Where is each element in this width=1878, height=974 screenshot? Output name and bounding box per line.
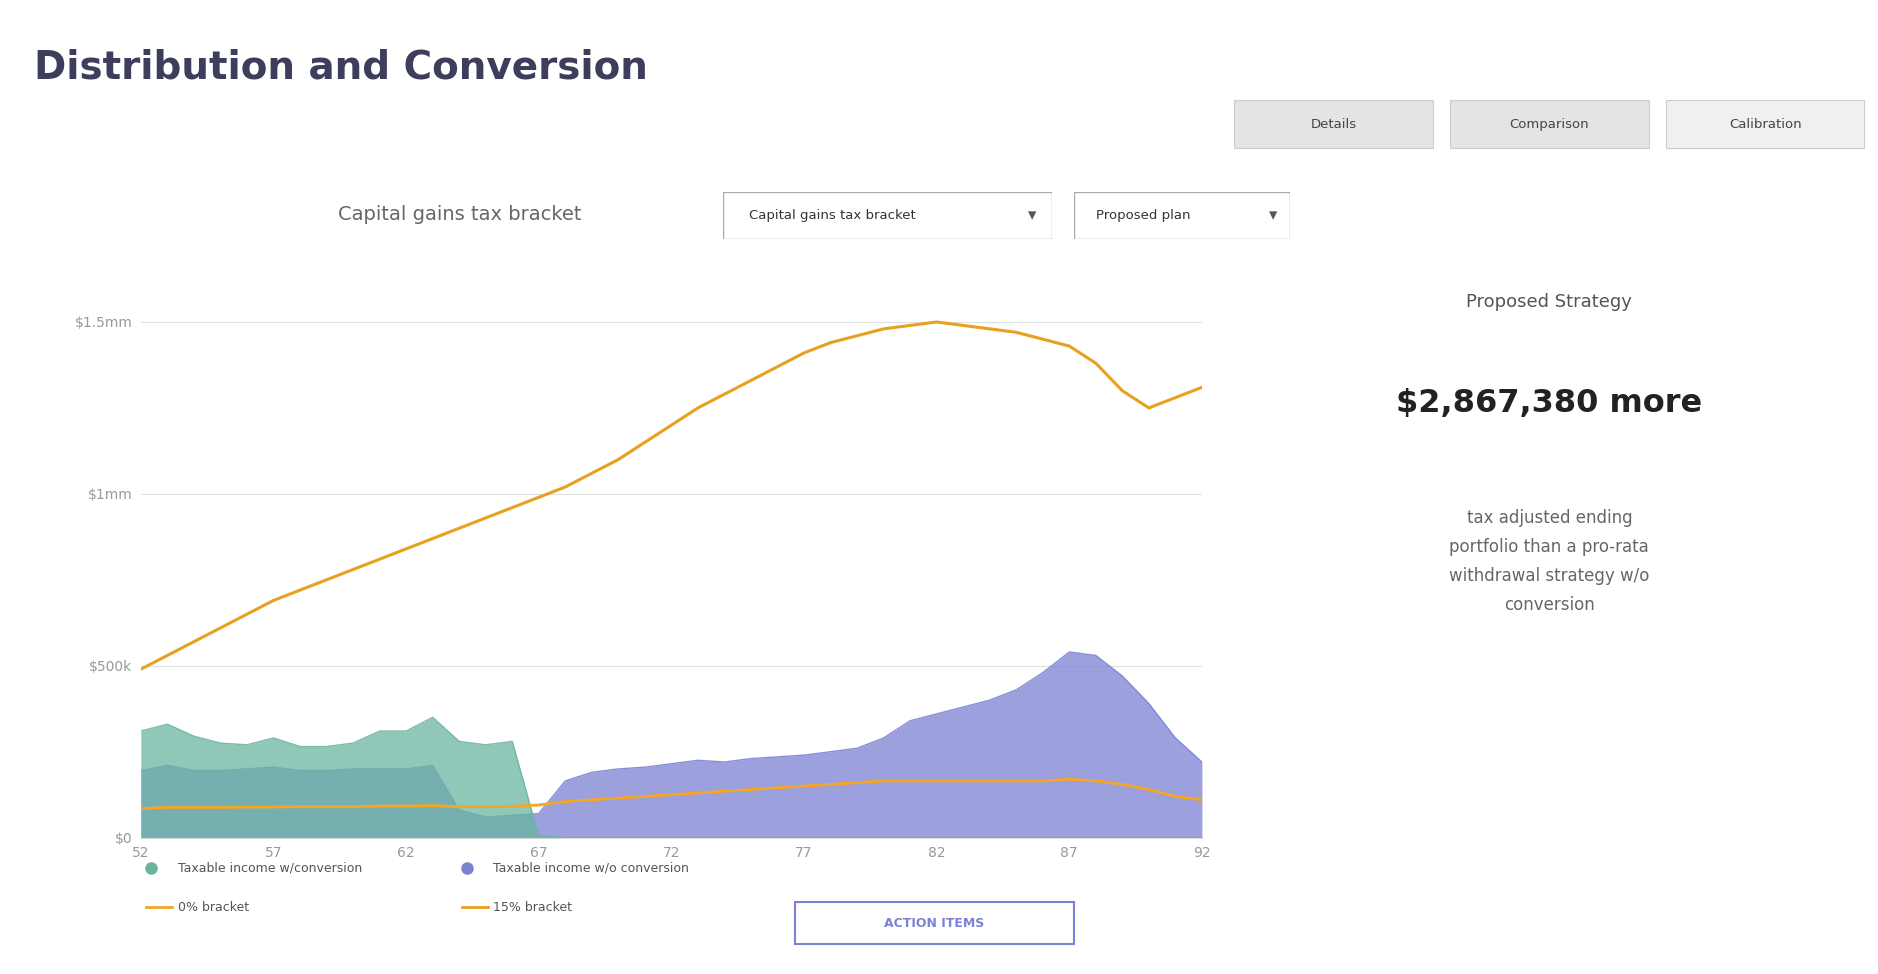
Text: Comparison: Comparison [1510, 118, 1589, 131]
FancyBboxPatch shape [794, 902, 1074, 945]
Text: 15% bracket: 15% bracket [494, 901, 573, 914]
FancyBboxPatch shape [1074, 192, 1290, 239]
Text: Calibration: Calibration [1730, 118, 1801, 131]
Text: Proposed Strategy: Proposed Strategy [1467, 292, 1632, 311]
FancyBboxPatch shape [0, 148, 1878, 962]
Text: ▾: ▾ [1027, 206, 1037, 224]
Text: Proposed plan: Proposed plan [1097, 208, 1191, 222]
FancyBboxPatch shape [1234, 100, 1433, 148]
FancyBboxPatch shape [1666, 100, 1865, 148]
FancyBboxPatch shape [1450, 100, 1649, 148]
FancyBboxPatch shape [723, 192, 1052, 239]
Text: tax adjusted ending
portfolio than a pro-rata
withdrawal strategy w/o
conversion: tax adjusted ending portfolio than a pro… [1450, 508, 1649, 615]
Text: Details: Details [1311, 118, 1356, 131]
Text: Taxable income w/conversion: Taxable income w/conversion [178, 862, 362, 875]
Text: Distribution and Conversion: Distribution and Conversion [34, 49, 648, 87]
Text: Taxable income w/o conversion: Taxable income w/o conversion [494, 862, 689, 875]
Text: $2,867,380 more: $2,867,380 more [1395, 388, 1703, 419]
Text: ▾: ▾ [1270, 206, 1277, 224]
Text: Capital gains tax bracket: Capital gains tax bracket [338, 205, 582, 224]
Text: 0% bracket: 0% bracket [178, 901, 248, 914]
Text: ACTION ITEMS: ACTION ITEMS [885, 917, 984, 930]
Text: Capital gains tax bracket: Capital gains tax bracket [749, 208, 916, 222]
